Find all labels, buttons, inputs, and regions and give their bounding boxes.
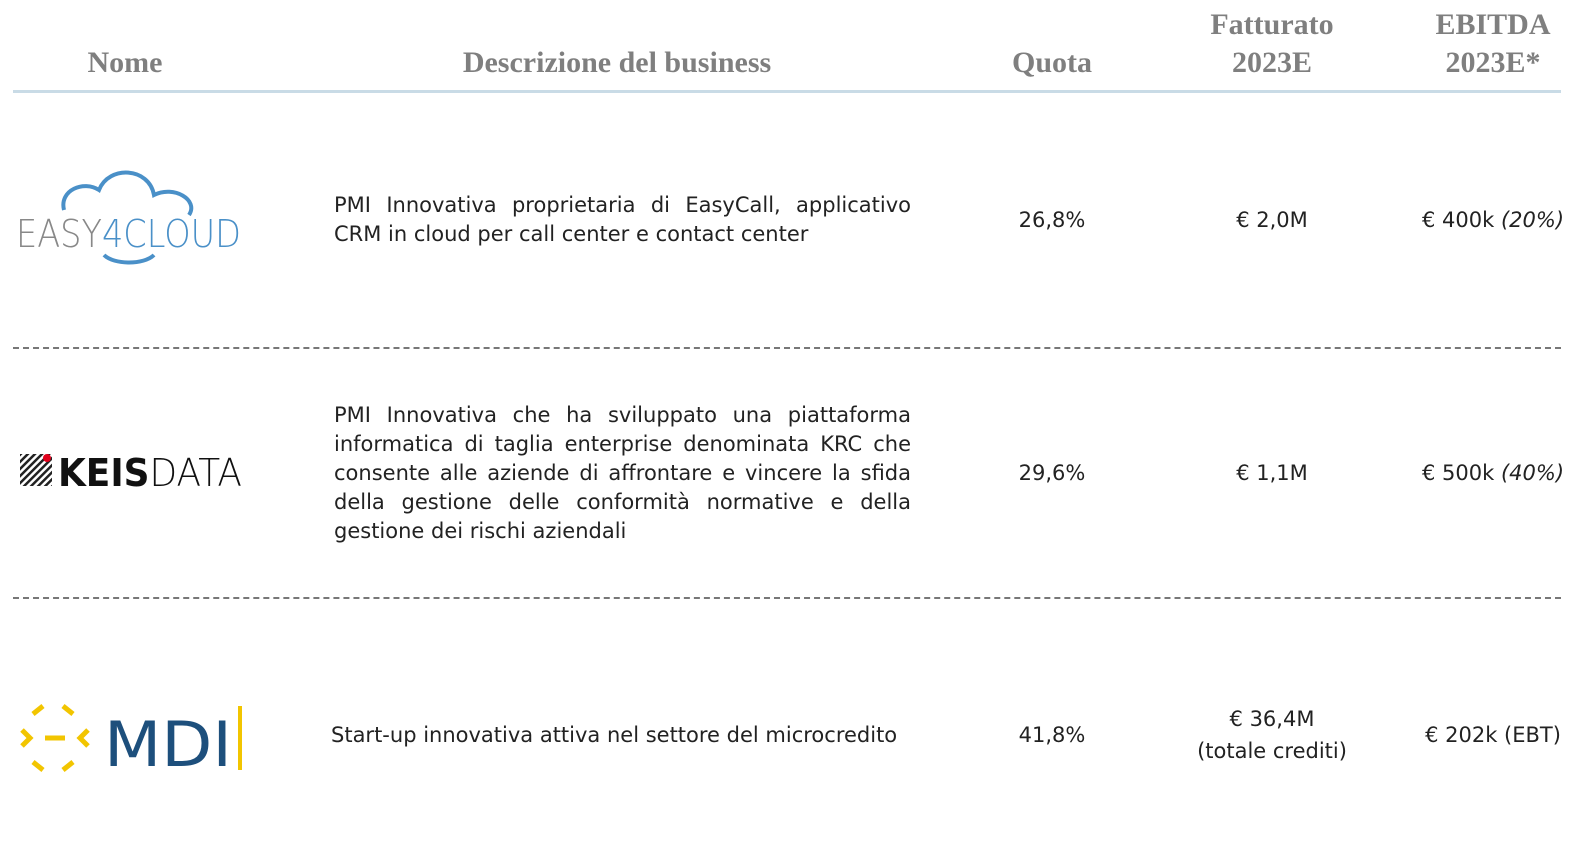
fatturato-text: € 2,0M [1236, 208, 1308, 232]
ebitda: € 500k (40%) [1405, 459, 1581, 488]
row-separator [13, 347, 1561, 349]
description: Start-up innovativa attiva nel settore d… [331, 721, 931, 750]
quota-text: 26,8% [1018, 207, 1086, 232]
quota: 26,8% [972, 206, 1132, 235]
logo-text: KEIS [58, 451, 150, 493]
ebitda-text: € 400k [1421, 207, 1495, 232]
header-text: Nome [87, 46, 163, 79]
header-text: Descrizione del business [462, 46, 772, 79]
column-header: Nome [15, 44, 235, 82]
description-text: PMI Innovativa proprietaria di EasyCall,… [334, 193, 911, 246]
header-text: Fatturato [1210, 8, 1334, 41]
header-text: Quota [1011, 46, 1092, 79]
quota: 41,8% [972, 721, 1132, 750]
fatturato: € 1,1M [1172, 457, 1372, 489]
logo-text: MDI [104, 708, 232, 775]
fatturato: € 36,4M (totale crediti) [1172, 703, 1372, 767]
header-text: 2023E [1231, 46, 1312, 79]
ebitda-note: (40%) [1500, 460, 1565, 485]
fatturato-text: (totale crediti) [1197, 739, 1347, 763]
fatturato-text: € 36,4M [1229, 707, 1315, 731]
quota-text: 29,6% [1018, 460, 1086, 485]
description-text: PMI Innovativa che ha sviluppato una pia… [334, 402, 911, 543]
header-text: 2023E* [1445, 46, 1541, 79]
fatturato: € 2,0M [1172, 204, 1372, 236]
easy4cloud-logo: EASY4CLOUD [16, 170, 241, 265]
header-line [13, 90, 1561, 93]
fatturato-text: € 1,1M [1236, 461, 1308, 485]
ebitda-note: (20%) [1500, 207, 1565, 232]
header-text: EBITDA [1435, 8, 1551, 41]
logo-text: EASY [16, 212, 102, 256]
svg-text:KEISDATA: KEISDATA [58, 451, 242, 493]
column-header: EBITDA 2023E* [1393, 6, 1581, 82]
description: PMI Innovativa che ha sviluppato una pia… [334, 401, 911, 546]
logo-text: DATA [150, 451, 242, 493]
column-header: Descrizione del business [367, 44, 867, 82]
svg-text:EASY4CLOUD: EASY4CLOUD [16, 212, 241, 256]
ebitda: € 202k (EBT) [1405, 721, 1581, 750]
ebitda-text: € 202k (EBT) [1425, 722, 1561, 747]
logo-text: 4CLOUD [102, 212, 241, 256]
description: PMI Innovativa proprietaria di EasyCall,… [334, 191, 911, 249]
description-text: Start-up innovativa attiva nel settore d… [331, 722, 898, 747]
ebitda-text: € 500k [1421, 460, 1495, 485]
column-header: Quota [972, 44, 1132, 82]
ebitda: € 400k (20%) [1405, 206, 1581, 235]
keisdata-logo: KEISDATA [20, 451, 242, 493]
column-header: Fatturato 2023E [1172, 6, 1372, 82]
quota-text: 41,8% [1018, 722, 1086, 747]
row-separator [13, 597, 1561, 599]
mdi-logo: MDI [20, 704, 242, 775]
quota: 29,6% [972, 459, 1132, 488]
